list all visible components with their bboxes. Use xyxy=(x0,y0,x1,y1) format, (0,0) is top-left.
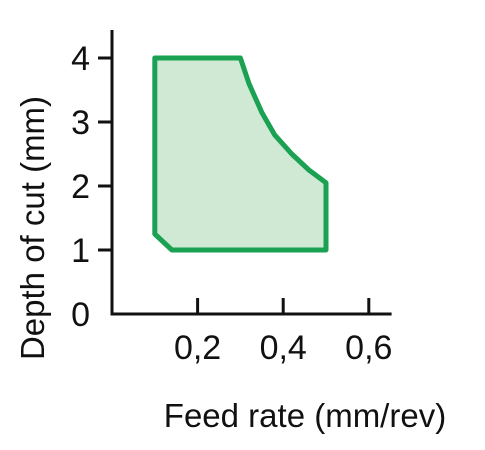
operating-region xyxy=(152,55,329,253)
x-tick-label: 0,2 xyxy=(174,329,221,367)
y-tick-label: 0 xyxy=(71,296,90,334)
x-tick-label: 0,4 xyxy=(260,329,307,367)
y-axis-label: Depth of cut (mm) xyxy=(14,96,51,360)
y-tick-label: 4 xyxy=(71,40,90,78)
x-tick-label: 0,6 xyxy=(345,329,392,367)
axis-layer: 0 1 2 3 4 0,2 0,4 0,6 xyxy=(71,30,392,367)
y-tick-label: 1 xyxy=(71,232,90,270)
y-tick-label: 2 xyxy=(71,168,90,206)
plot-layer xyxy=(152,55,329,253)
y-tick-label: 3 xyxy=(71,104,90,142)
x-axis-label: Feed rate (mm/rev) xyxy=(164,397,446,434)
